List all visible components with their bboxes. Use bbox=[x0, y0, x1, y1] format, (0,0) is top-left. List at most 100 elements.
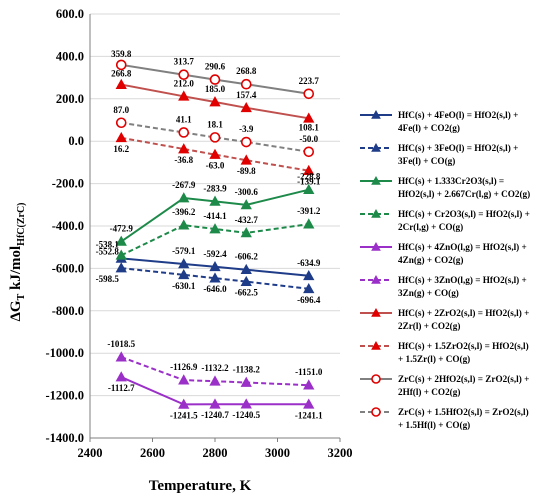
data-point-marker bbox=[115, 351, 127, 362]
data-point-marker bbox=[371, 175, 381, 185]
data-label: -1241.5 bbox=[170, 410, 198, 420]
legend-label: HfC(s) + 1.5ZrO2(s,l) = HfO2(s,l) bbox=[398, 341, 529, 351]
data-point-marker bbox=[115, 235, 127, 246]
data-point-marker bbox=[303, 146, 315, 158]
x-tick-label: 2400 bbox=[78, 446, 103, 460]
x-axis-title: Temperature, K bbox=[149, 478, 252, 494]
legend: HfC(s) + 4FeO(l) = HfO2(s,l) + 4Fe(l) + C… bbox=[360, 109, 530, 430]
data-point-marker bbox=[115, 249, 127, 260]
data-label: 359.8 bbox=[111, 49, 132, 59]
legend-label: HfC(s) + 4ZnO(l,g) = HfO2(s,l) + bbox=[398, 242, 527, 252]
legend-entry: HfC(s) + 1.333Cr2O3(s,l) = HfO2(s,l) + 2.… bbox=[360, 175, 530, 199]
data-label: -1241.1 bbox=[295, 410, 323, 420]
series-line bbox=[121, 267, 309, 290]
data-point-marker bbox=[115, 78, 127, 89]
data-label: -1240.7 bbox=[201, 410, 229, 420]
data-point-marker bbox=[178, 90, 190, 101]
data-point-marker bbox=[240, 227, 252, 238]
data-point-marker bbox=[115, 117, 127, 129]
legend-label: HfC(s) + 1.333Cr2O3(s,l) = bbox=[398, 176, 504, 186]
data-point-marker bbox=[209, 74, 221, 85]
y-tick-label: -200.0 bbox=[52, 177, 84, 191]
data-label: -646.0 bbox=[203, 284, 227, 294]
legend-label: ZrC(s) + 1.5HfO2(s,l) = ZrO2(s,l) bbox=[398, 407, 529, 417]
data-point-marker bbox=[178, 143, 190, 154]
legend-label: HfC(s) + 2ZrO2(s,l) = HfO2(s,l) + bbox=[398, 308, 529, 318]
legend-label: 2Cr(l,g) + CO(g) bbox=[398, 222, 463, 232]
legend-entry: ZrC(s) + 2HfO2(s,l) = ZrO2(s,l) + 2Hf(l) … bbox=[360, 374, 529, 397]
data-point-marker bbox=[371, 407, 381, 417]
x-tick-label: 2800 bbox=[203, 446, 228, 460]
legend-label: 2Hf(l) + CO2(g) bbox=[398, 387, 460, 397]
data-label: -630.1 bbox=[172, 281, 196, 291]
data-label: 87.0 bbox=[113, 105, 129, 115]
data-point-marker bbox=[240, 376, 252, 387]
legend-entry: HfC(s) + 1.5ZrO2(s,l) = HfO2(s,l) + 1.5Zr… bbox=[360, 340, 529, 364]
data-point-marker bbox=[178, 127, 190, 138]
data-point-marker bbox=[115, 131, 127, 143]
legend-entry: ZrC(s) + 1.5HfO2(s,l) = ZrO2(s,l) + 1.5Hf… bbox=[360, 407, 529, 430]
data-label: -414.1 bbox=[203, 211, 227, 221]
data-point-marker bbox=[178, 268, 190, 280]
series-5 bbox=[115, 371, 315, 409]
data-point-marker bbox=[178, 69, 190, 80]
data-point-marker bbox=[303, 283, 315, 294]
data-point-marker bbox=[178, 398, 190, 409]
series-1 bbox=[115, 252, 315, 281]
data-point-marker bbox=[209, 96, 221, 107]
series-7 bbox=[115, 78, 315, 123]
data-point-marker bbox=[240, 136, 252, 148]
data-point-marker bbox=[240, 102, 252, 113]
data-label: -432.7 bbox=[235, 215, 259, 225]
data-label: -391.2 bbox=[297, 206, 321, 216]
x-tick-label: 3000 bbox=[265, 446, 290, 460]
y-axis-title-sub-unit: HfC(ZrC) bbox=[16, 202, 27, 245]
data-point-marker bbox=[303, 183, 315, 195]
data-label: -1240.5 bbox=[232, 410, 260, 420]
series-line bbox=[121, 121, 309, 153]
legend-label: ZrC(s) + 2HfO2(s,l) = ZrO2(s,l) + bbox=[398, 374, 529, 384]
data-label: -1018.5 bbox=[107, 339, 135, 349]
data-point-marker bbox=[178, 219, 190, 230]
data-label: -396.2 bbox=[172, 207, 196, 217]
data-point-marker bbox=[303, 112, 315, 123]
series-4 bbox=[115, 218, 315, 260]
data-point-marker bbox=[209, 260, 221, 272]
data-point-marker bbox=[303, 164, 315, 176]
data-label: 108.1 bbox=[299, 122, 320, 132]
data-point-marker bbox=[303, 269, 315, 281]
legend-entry: HfC(s) + Cr2O3(s,l) = HfO2(s,l) + 2Cr(l,g… bbox=[360, 208, 530, 232]
data-point-marker bbox=[303, 398, 315, 409]
data-point-marker bbox=[371, 307, 381, 317]
legend-entry: HfC(s) + 2ZrO2(s,l) = HfO2(s,l) + 2Zr(l) … bbox=[360, 307, 529, 331]
y-tick-label: -400.0 bbox=[52, 219, 84, 233]
data-label: 290.6 bbox=[205, 62, 226, 72]
data-label: 223.7 bbox=[299, 76, 320, 86]
data-point-marker bbox=[209, 398, 221, 409]
axes bbox=[89, 14, 341, 442]
data-label: -228.8 bbox=[297, 172, 321, 182]
legend-entry: HfC(s) + 3ZnO(l,g) = HfO2(s,l) + 3Zn(g) +… bbox=[360, 274, 527, 298]
tick-labels: 600.0 400.0 200.0 0.0 -200.0 -400.0 -600.0 -800… bbox=[45, 7, 352, 460]
series-10 bbox=[115, 117, 315, 158]
y-tick-label: 200.0 bbox=[56, 92, 84, 106]
data-point-marker bbox=[371, 208, 381, 218]
x-tick-label: 3200 bbox=[328, 446, 353, 460]
data-label: 266.8 bbox=[111, 69, 132, 79]
data-labels: -552.8 -579.1 -592.4 -606.2 -634.9 -598.5 -630… bbox=[96, 49, 323, 420]
data-label: -283.9 bbox=[203, 183, 227, 193]
data-point-marker bbox=[303, 88, 315, 100]
data-label: -592.4 bbox=[203, 249, 227, 259]
data-label: -89.8 bbox=[237, 166, 256, 176]
data-point-marker bbox=[240, 275, 252, 286]
series-9 bbox=[115, 59, 315, 100]
data-label: 18.1 bbox=[207, 119, 223, 129]
data-label: 41.1 bbox=[176, 114, 192, 124]
series-6 bbox=[115, 351, 315, 390]
data-point-marker bbox=[209, 272, 221, 283]
y-tick-label: -1000.0 bbox=[45, 346, 84, 360]
y-axis-title-sub-t: T bbox=[16, 293, 27, 300]
data-label: 157.4 bbox=[236, 90, 257, 100]
data-label: -1138.2 bbox=[233, 364, 261, 374]
data-point-marker bbox=[209, 223, 221, 234]
